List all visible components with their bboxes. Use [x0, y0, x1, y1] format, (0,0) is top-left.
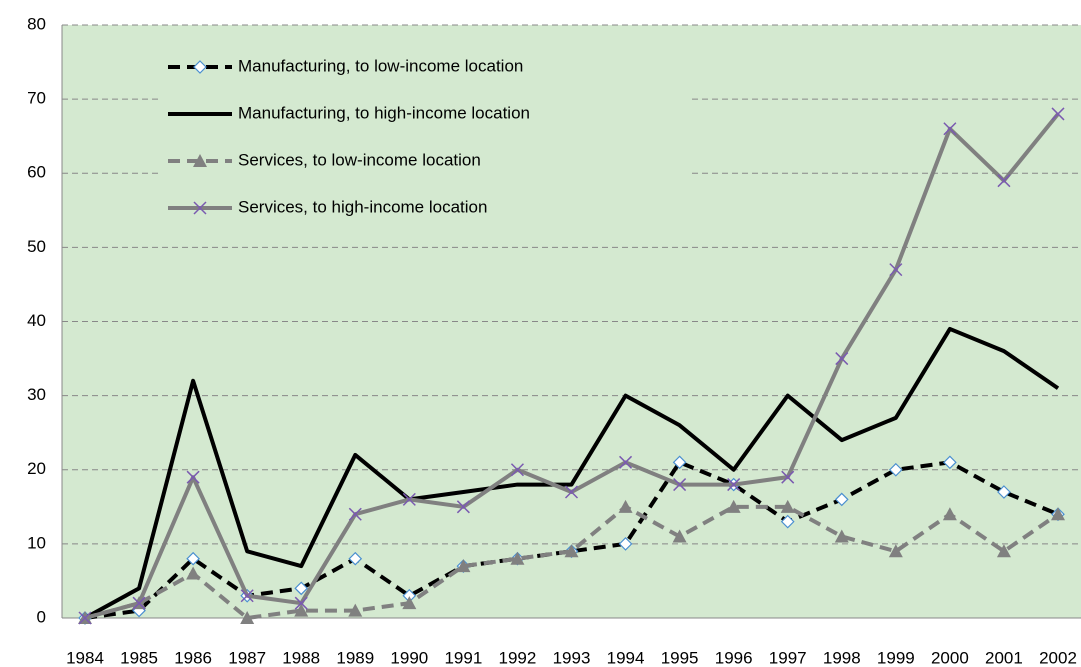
point — [943, 122, 957, 136]
y-tick-label: 30 — [27, 385, 46, 404]
x-tick-label: 1997 — [769, 648, 807, 667]
x-tick-label: 1985 — [120, 648, 158, 667]
point — [186, 551, 200, 566]
point — [835, 352, 849, 366]
x-tick-label: 1995 — [661, 648, 699, 667]
series-line — [84, 326, 1060, 620]
point — [618, 537, 633, 551]
x-tick-label: 1991 — [444, 648, 482, 667]
legend-marker — [193, 154, 207, 167]
point — [510, 551, 525, 565]
x-tick-label: 1986 — [174, 648, 212, 667]
point — [294, 603, 309, 617]
point — [618, 499, 633, 513]
point — [943, 455, 957, 470]
legend-label: Manufacturing, to low-income location — [238, 56, 523, 75]
legend-box — [160, 45, 690, 233]
point — [780, 499, 795, 513]
point — [834, 492, 849, 507]
point — [132, 596, 146, 610]
point — [402, 596, 417, 610]
y-tick-label: 50 — [27, 237, 46, 256]
x-tick-label: 1990 — [390, 648, 428, 667]
point — [780, 514, 795, 529]
x-tick-label: 1994 — [607, 648, 645, 667]
point — [294, 596, 308, 610]
x-tick-label: 1988 — [282, 648, 320, 667]
x-tick-label: 2000 — [931, 648, 969, 667]
point — [727, 478, 741, 492]
x-tick-label: 1993 — [553, 648, 591, 667]
point — [673, 478, 687, 492]
x-tick-label: 1999 — [877, 648, 915, 667]
legend-label: Services, to high-income location — [238, 197, 487, 216]
point — [348, 507, 362, 521]
point — [619, 455, 633, 469]
x-tick-label: 1992 — [499, 648, 537, 667]
point — [186, 470, 200, 484]
point — [348, 551, 363, 566]
point — [240, 589, 254, 603]
point — [888, 544, 903, 558]
y-tick-label: 60 — [27, 163, 46, 182]
x-tick-label: 1989 — [336, 648, 374, 667]
point — [942, 507, 957, 521]
point — [564, 544, 579, 558]
point — [997, 174, 1011, 188]
x-tick-label: 2002 — [1039, 648, 1077, 667]
point — [672, 455, 687, 470]
point — [834, 529, 849, 543]
point — [456, 500, 470, 514]
legend-marker — [193, 201, 207, 215]
point — [888, 462, 903, 477]
point — [456, 559, 471, 573]
y-tick-label: 70 — [27, 89, 46, 108]
point — [726, 499, 741, 513]
point — [294, 581, 309, 596]
x-tick-label: 1984 — [66, 648, 104, 667]
y-tick-label: 40 — [27, 311, 46, 330]
x-tick-label: 1996 — [715, 648, 753, 667]
y-tick-label: 10 — [27, 533, 46, 552]
legend-label: Manufacturing, to high-income location — [238, 103, 530, 122]
point — [672, 529, 687, 543]
point — [240, 611, 255, 624]
x-tick-label: 1998 — [823, 648, 861, 667]
point — [1051, 507, 1065, 521]
point — [402, 492, 416, 506]
legend-marker — [193, 60, 207, 74]
y-tick-label: 0 — [37, 607, 46, 626]
point — [510, 463, 524, 477]
point — [781, 470, 795, 484]
x-tick-label: 2001 — [985, 648, 1023, 667]
point — [78, 611, 92, 625]
point — [1051, 107, 1065, 121]
x-tick-label: 1987 — [228, 648, 266, 667]
legend-label: Services, to low-income location — [238, 150, 481, 169]
point — [997, 485, 1011, 499]
point — [186, 566, 201, 580]
point — [564, 485, 579, 499]
y-tick-label: 20 — [27, 459, 46, 478]
point — [348, 603, 363, 617]
point — [889, 263, 903, 277]
y-tick-label: 80 — [27, 14, 46, 33]
point — [996, 544, 1011, 558]
